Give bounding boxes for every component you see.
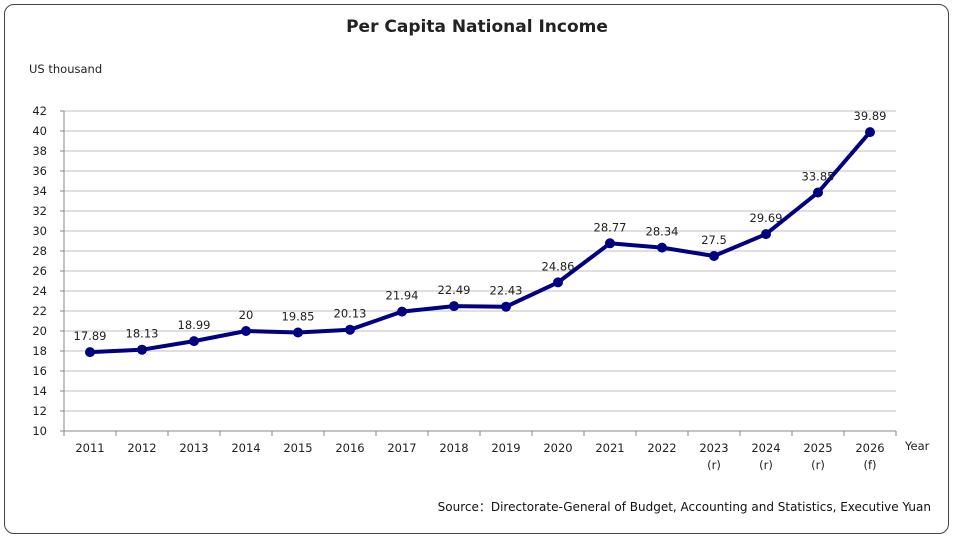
x-tick-label: 2025 [803, 441, 832, 455]
data-point [397, 306, 407, 317]
y-tick-label: 24 [32, 284, 47, 298]
data-label: 19.85 [282, 310, 315, 324]
y-tick-label: 14 [32, 384, 47, 398]
data-label: 21.94 [386, 289, 419, 303]
y-tick-label: 42 [32, 104, 47, 118]
data-point [761, 229, 771, 240]
data-label: 27.5 [701, 233, 727, 247]
data-point [501, 301, 511, 312]
y-tick-label: 40 [32, 124, 47, 138]
x-tick-label: 2012 [127, 441, 156, 455]
data-label: 20.13 [334, 307, 367, 321]
x-tick-label: 2020 [543, 441, 572, 455]
y-tick-label: 36 [32, 164, 47, 178]
x-tick-label: 2022 [647, 441, 676, 455]
data-point [189, 336, 199, 347]
data-label: 20 [239, 308, 254, 322]
data-label: 18.13 [126, 327, 159, 341]
y-tick-label: 20 [32, 324, 47, 338]
data-point [241, 326, 251, 336]
x-tick-label: 2015 [283, 441, 312, 455]
x-tick-sublabel: (r) [811, 458, 825, 472]
x-tick-label: 2026 [855, 441, 884, 455]
data-point [85, 347, 95, 358]
x-tick-sublabel: (r) [759, 458, 773, 472]
gridlines [64, 110, 896, 412]
data-label: 22.49 [438, 283, 471, 297]
x-tick-label: 2013 [179, 441, 208, 455]
x-tick-label: 2018 [439, 441, 468, 455]
y-tick-label: 38 [32, 144, 47, 158]
y-tick-label: 32 [32, 204, 47, 218]
data-label: 22.43 [490, 284, 523, 298]
series-line [88, 130, 872, 355]
data-label: 17.89 [74, 329, 107, 343]
data-label: 18.99 [178, 318, 211, 332]
data-point [293, 327, 303, 338]
data-labels: 17.89 18.13 18.99 20 19.85 20.13 21.94 22.49 22.… [74, 109, 887, 343]
y-tick-label: 22 [32, 304, 47, 318]
data-point [605, 238, 615, 249]
y-tick-label: 28 [32, 244, 47, 258]
x-tick-label: 2023 [699, 441, 728, 455]
data-point [865, 127, 875, 138]
source-note: Source：Directorate-General of Budget, Ac… [438, 500, 931, 514]
x-tick-label: 2017 [387, 441, 416, 455]
data-point [137, 344, 147, 355]
data-label: 28.34 [646, 225, 679, 239]
data-point [657, 242, 667, 253]
chart-title: Per Capita National Income [346, 17, 608, 37]
x-tick-label: 2011 [75, 441, 104, 455]
x-tick-labels: 2011 2012 2013 2014 2015 2016 2017 2018 2019 2020… [75, 441, 884, 472]
x-tick-label: 2019 [491, 441, 520, 455]
data-label: 39.89 [854, 109, 887, 123]
y-axis-label: US thousand [29, 62, 102, 76]
y-tick-label: 34 [32, 184, 47, 198]
x-tick-label: 2016 [335, 441, 364, 455]
x-tick-sublabel: (r) [707, 458, 721, 472]
data-point [345, 324, 355, 335]
x-tick-label: 2024 [751, 441, 780, 455]
data-label: 28.77 [594, 220, 627, 234]
y-tick-label: 18 [32, 344, 47, 358]
data-label: 24.86 [542, 259, 575, 273]
data-point [553, 277, 563, 288]
y-tick-label: 30 [32, 224, 47, 238]
y-tick-labels: 10 12 14 16 18 20 22 24 26 28 30 32 34 36 38 40 42 [32, 104, 47, 438]
data-label: 33.85 [802, 170, 835, 184]
chart-frame [4, 4, 949, 534]
data-point [709, 251, 719, 261]
y-tick-label: 16 [32, 364, 47, 378]
y-tick-label: 26 [32, 264, 47, 278]
axes [60, 110, 897, 436]
x-tick-sublabel: (f) [863, 458, 876, 472]
data-label: 29.69 [750, 211, 783, 225]
series-income [85, 127, 875, 358]
x-axis-label: Year [904, 439, 930, 453]
data-point [813, 187, 823, 198]
data-point [449, 301, 459, 312]
x-tick-label: 2014 [231, 441, 260, 455]
y-tick-label: 10 [32, 424, 47, 438]
y-tick-label: 12 [32, 404, 47, 418]
x-tick-label: 2021 [595, 441, 624, 455]
